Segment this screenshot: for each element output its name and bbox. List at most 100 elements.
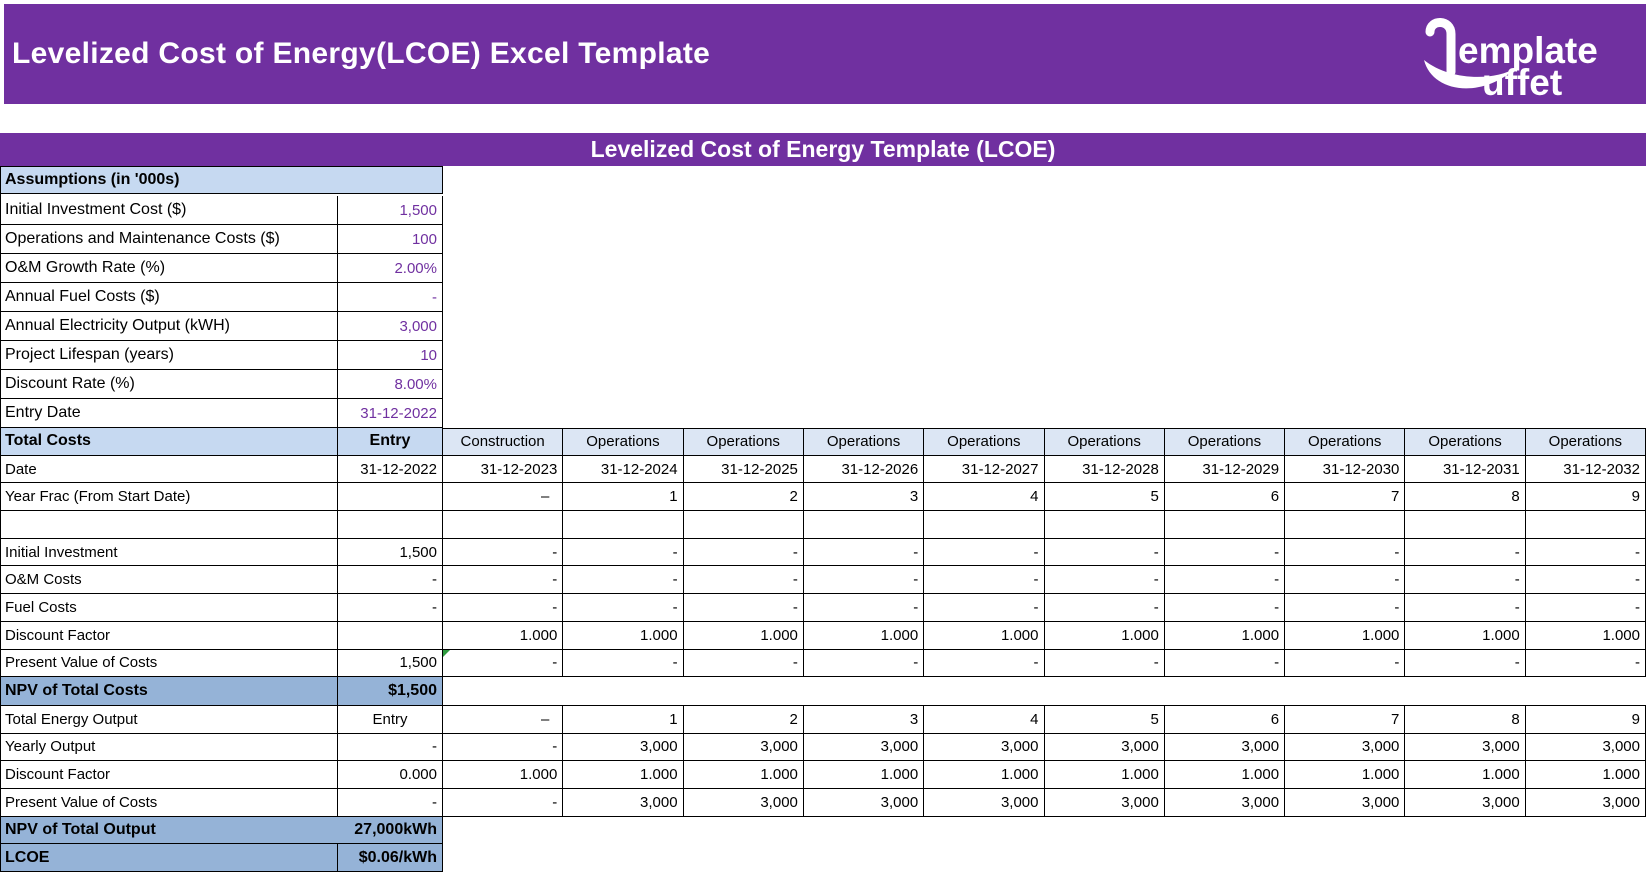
data-cell[interactable] [1525, 511, 1646, 539]
row-label[interactable]: Date [1, 455, 338, 484]
data-cell[interactable]: 1.000 [683, 621, 804, 650]
data-cell[interactable]: - [924, 649, 1045, 678]
entry-cell[interactable]: 31-12-2022 [338, 455, 443, 484]
entry-cell[interactable] [338, 621, 443, 650]
data-cell[interactable]: - [1405, 594, 1526, 622]
data-cell[interactable]: 3,000 [924, 733, 1045, 762]
npv-total-costs-label[interactable]: NPV of Total Costs [1, 677, 338, 705]
phase-header-cell[interactable]: Operations [1164, 428, 1286, 456]
assumption-value[interactable]: 100 [338, 225, 443, 254]
data-cell[interactable]: - [1285, 594, 1406, 622]
data-cell[interactable]: 3,000 [1525, 733, 1646, 762]
data-cell[interactable]: 1.000 [1164, 621, 1286, 650]
data-cell[interactable]: 9 [1525, 705, 1646, 734]
data-cell[interactable]: 4 [924, 705, 1045, 734]
row-label[interactable]: Discount Factor [1, 621, 338, 650]
lcoe-value[interactable]: $0.06/kWh [338, 844, 443, 872]
row-label[interactable]: Year Frac (From Start Date) [1, 483, 338, 512]
data-cell[interactable] [683, 511, 804, 539]
data-cell[interactable]: 31-12-2032 [1525, 455, 1646, 484]
data-cell[interactable]: - [563, 538, 684, 567]
data-cell[interactable]: 31-12-2030 [1285, 455, 1406, 484]
data-cell[interactable]: 2 [683, 705, 804, 734]
data-cell[interactable]: 3,000 [803, 733, 925, 762]
data-cell[interactable]: 5 [1044, 483, 1165, 512]
data-cell[interactable]: - [1405, 566, 1526, 595]
data-cell[interactable]: 3 [803, 483, 925, 512]
row-label[interactable]: Present Value of Costs [1, 649, 338, 678]
data-cell[interactable]: - [1525, 538, 1646, 567]
data-cell[interactable]: 1.000 [1285, 621, 1406, 650]
data-cell[interactable]: 1.000 [683, 761, 804, 789]
data-cell[interactable]: 31-12-2023 [443, 455, 564, 484]
entry-cell[interactable]: 1,500 [338, 649, 443, 678]
data-cell[interactable]: 1.000 [1525, 621, 1646, 650]
row-label[interactable] [1, 511, 338, 539]
npv-total-output-value[interactable]: 27,000kWh [338, 816, 443, 845]
assumption-label[interactable]: Annual Fuel Costs ($) [1, 283, 338, 312]
data-cell[interactable] [563, 511, 684, 539]
data-cell[interactable]: 3,000 [1405, 788, 1526, 817]
data-cell[interactable]: 3,000 [1044, 788, 1165, 817]
data-cell[interactable]: 3,000 [1164, 788, 1286, 817]
assumption-label[interactable]: Entry Date [1, 399, 338, 428]
data-cell[interactable] [1285, 511, 1406, 539]
data-cell[interactable] [1405, 511, 1526, 539]
data-cell[interactable]: 1.000 [1405, 761, 1526, 789]
data-cell[interactable]: 9 [1525, 483, 1646, 512]
data-cell[interactable]: 7 [1285, 705, 1406, 734]
data-cell[interactable]: 3,000 [1044, 733, 1165, 762]
data-cell[interactable]: - [1164, 566, 1286, 595]
data-cell[interactable]: 1.000 [1525, 761, 1646, 789]
assumption-label[interactable]: Initial Investment Cost ($) [1, 196, 338, 225]
data-cell[interactable]: 3,000 [1285, 733, 1406, 762]
data-cell[interactable]: - [683, 649, 804, 678]
data-cell[interactable]: - [1405, 538, 1526, 567]
data-cell[interactable]: - [443, 649, 564, 678]
data-cell[interactable]: - [1285, 566, 1406, 595]
data-cell[interactable]: 2 [683, 483, 804, 512]
phase-header-cell[interactable]: Operations [563, 428, 684, 456]
entry-cell[interactable]: - [338, 566, 443, 595]
phase-header-cell[interactable]: Operations [803, 428, 925, 456]
data-cell[interactable]: - [443, 788, 564, 817]
data-cell[interactable]: 1.000 [1044, 621, 1165, 650]
data-cell[interactable]: 1.000 [563, 621, 684, 650]
data-cell[interactable]: - [443, 594, 564, 622]
data-cell[interactable] [443, 511, 564, 539]
assumption-label[interactable]: Discount Rate (%) [1, 370, 338, 399]
data-cell[interactable]: 1.000 [924, 761, 1045, 789]
assumption-value[interactable]: 8.00% [338, 370, 443, 399]
data-cell[interactable]: 31-12-2025 [683, 455, 804, 484]
data-cell[interactable]: – [443, 705, 564, 734]
assumption-value[interactable]: 2.00% [338, 254, 443, 283]
entry-cell[interactable]: - [338, 733, 443, 762]
assumption-value[interactable]: 1,500 [338, 196, 443, 225]
data-cell[interactable]: 1.000 [1164, 761, 1286, 789]
data-cell[interactable]: 3,000 [563, 788, 684, 817]
data-cell[interactable]: - [1044, 594, 1165, 622]
data-cell[interactable]: - [683, 566, 804, 595]
data-cell[interactable]: 1.000 [803, 621, 925, 650]
data-cell[interactable]: - [1044, 649, 1165, 678]
assumption-value[interactable]: - [338, 283, 443, 312]
data-cell[interactable]: 1.000 [1285, 761, 1406, 789]
data-cell[interactable]: 31-12-2026 [803, 455, 925, 484]
data-cell[interactable]: - [1525, 594, 1646, 622]
data-cell[interactable]: - [443, 566, 564, 595]
entry-cell[interactable] [338, 511, 443, 539]
data-cell[interactable]: - [924, 594, 1045, 622]
data-cell[interactable]: 1.000 [443, 761, 564, 789]
assumption-value[interactable]: 3,000 [338, 312, 443, 341]
data-cell[interactable]: 7 [1285, 483, 1406, 512]
costs-header-label[interactable]: Total Costs [1, 428, 338, 456]
data-cell[interactable]: 1.000 [1405, 621, 1526, 650]
data-cell[interactable]: 3,000 [1285, 788, 1406, 817]
data-cell[interactable]: 3,000 [1164, 733, 1286, 762]
data-cell[interactable]: - [924, 566, 1045, 595]
data-cell[interactable]: - [803, 538, 925, 567]
data-cell[interactable]: 31-12-2027 [924, 455, 1045, 484]
data-cell[interactable]: 3,000 [1405, 733, 1526, 762]
data-cell[interactable]: 1.000 [1044, 761, 1165, 789]
data-cell[interactable]: 8 [1405, 705, 1526, 734]
